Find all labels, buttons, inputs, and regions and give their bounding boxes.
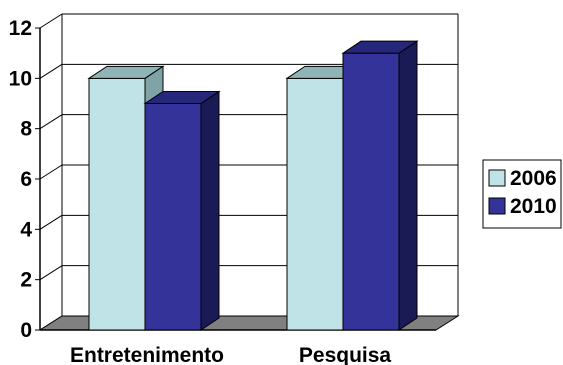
legend-label: 2010	[510, 195, 557, 218]
gridline-side	[39, 164, 63, 180]
bar-side	[398, 40, 418, 331]
legend: 2006 2010	[482, 159, 562, 229]
y-tick-label: 8	[20, 118, 32, 141]
x-category-label: Entretenimento	[70, 344, 224, 365]
gridline-side	[39, 63, 63, 79]
legend-swatch	[488, 197, 506, 215]
bars-layer	[87, 40, 419, 331]
bar	[342, 52, 400, 331]
legend-swatch	[488, 169, 506, 187]
y-tick-label: 12	[9, 17, 32, 40]
bar-top	[341, 40, 419, 54]
labels-layer: 0 2 4 6 8 10 12 Entretenimento Pesquisa	[9, 17, 392, 365]
bar	[144, 103, 202, 331]
y-tick-label: 4	[20, 218, 32, 241]
y-tick-label: 2	[20, 269, 32, 292]
legend-label: 2006	[510, 167, 557, 190]
bar-top	[87, 65, 165, 79]
bar	[88, 77, 146, 331]
gridline-side	[39, 265, 63, 281]
gridline-side	[39, 114, 63, 130]
bar	[286, 77, 344, 331]
y-tick-label: 10	[9, 67, 32, 90]
y-tick-label: 0	[20, 319, 32, 342]
bar-top	[143, 91, 221, 104]
x-category-label: Pesquisa	[299, 344, 392, 365]
y-tick-label: 6	[20, 168, 32, 191]
gridline-side	[39, 13, 63, 29]
bar-side	[200, 90, 220, 331]
gridline-side	[39, 214, 63, 230]
